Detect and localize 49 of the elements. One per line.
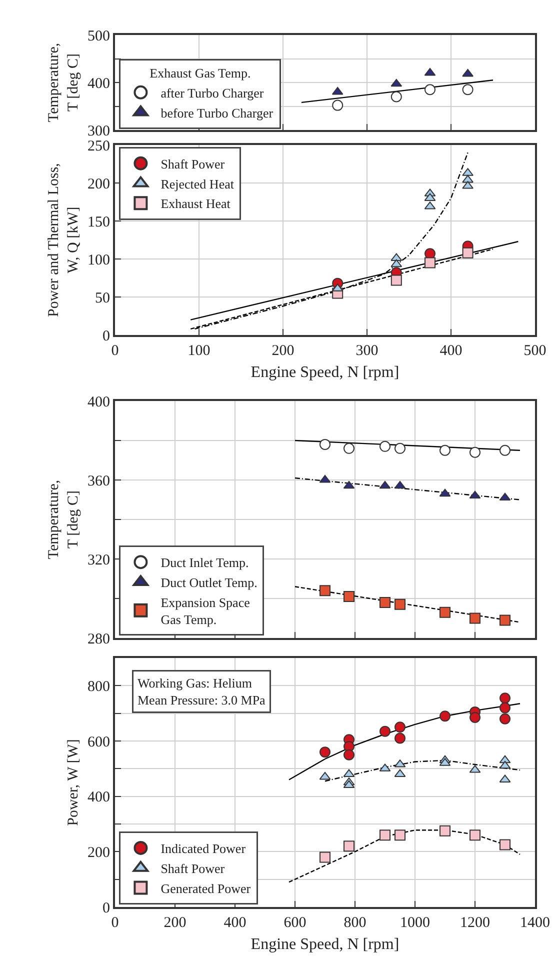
x-tick-label: 1000 (400, 915, 430, 931)
legend-label: Shaft Power (160, 156, 226, 172)
y-axis-title: Power, W [W] (65, 739, 82, 826)
y-tick-label: 800 (88, 678, 110, 695)
x-tick-label: 400 (440, 343, 462, 359)
x-tick-label: 1400 (520, 915, 550, 931)
legend-label: Indicated Power (160, 841, 246, 856)
y-tick-label: 100 (88, 252, 110, 268)
y-tick-label: 50 (95, 290, 110, 306)
x-tick-label: 200 (272, 343, 294, 359)
y-tick-label: 500 (88, 28, 110, 44)
y-axis-title: Power and Thermal Loss, W, Q [kW] (46, 163, 82, 317)
x-tick-label: 500 (524, 343, 546, 359)
y-tick-label: 150 (88, 214, 110, 230)
legend-label: before Turbo Charger (160, 105, 274, 120)
legend-label: Exhaust Heat (160, 196, 231, 212)
y-tick-label: 280 (88, 631, 110, 648)
x-tick-label: 100 (188, 343, 210, 359)
y-tick-label: 200 (88, 844, 110, 861)
y-tick-label: 300 (88, 123, 110, 140)
y-tick-label: 0 (102, 328, 110, 344)
legend-title: Exhaust Gas Temp. (150, 65, 251, 80)
x-tick-label: 300 (356, 343, 378, 359)
legend-label: Rejected Heat (160, 176, 234, 192)
y-tick-label: 200 (88, 176, 110, 192)
legend-label: Generated Power (160, 880, 252, 896)
y-tick-label: 400 (88, 790, 110, 806)
y-tick-label: 400 (88, 394, 110, 410)
x-axis-title: Engine Speed, N [rpm] (250, 364, 400, 382)
x-tick-label: 200 (164, 915, 186, 931)
y-axis-title: Temperature, T [deg C] (46, 480, 82, 560)
legend-label: Shaft Power (160, 860, 226, 876)
x-tick-label: 400 (224, 915, 246, 931)
annotation: Working Gas: Helium Mean Pressure: 3.0 MPa (138, 676, 266, 708)
x-tick-label: 800 (344, 915, 366, 931)
y-tick-label: 360 (88, 473, 110, 490)
y-axis-title: Temperature, T [deg C] (46, 42, 82, 122)
y-tick-label: 400 (88, 76, 110, 92)
legend-label: after Turbo Charger (160, 85, 264, 100)
legend-label: Duct Inlet Temp. (160, 555, 249, 570)
x-axis-title: Engine Speed, N [rpm] (250, 936, 400, 954)
y-tick-label: 250 (88, 138, 110, 154)
legend-label: Expansion Space Gas Temp. (160, 594, 250, 627)
y-tick-label: 600 (88, 734, 110, 750)
y-tick-label: 320 (88, 552, 110, 568)
x-tick-label: 600 (284, 915, 306, 931)
legend-label: Duct Outlet Temp. (160, 575, 258, 590)
y-tick-label: 0 (102, 900, 110, 916)
x-tick-label: 1200 (460, 915, 490, 931)
